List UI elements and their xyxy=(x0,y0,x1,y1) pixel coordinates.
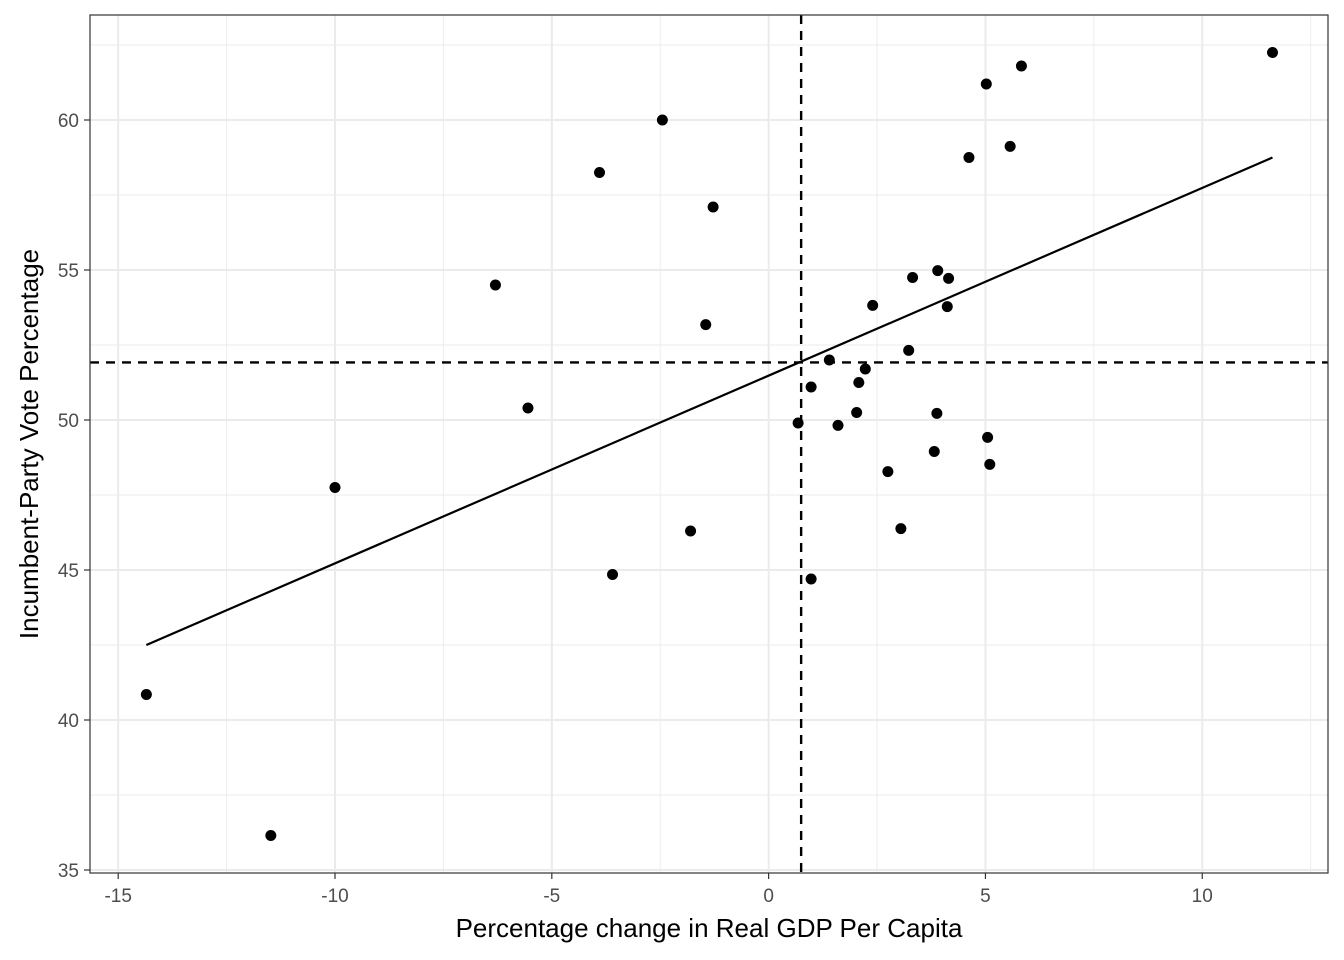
data-point xyxy=(853,377,865,388)
data-point xyxy=(707,201,719,213)
data-point xyxy=(903,344,915,356)
data-point xyxy=(700,319,712,331)
data-point xyxy=(265,830,277,841)
y-tick-label: 45 xyxy=(58,561,79,582)
data-point xyxy=(867,299,879,311)
y-tick-label: 60 xyxy=(58,111,79,132)
data-point xyxy=(943,272,955,284)
regression-line xyxy=(145,156,1273,647)
x-tick-label: -10 xyxy=(321,886,348,907)
data-point xyxy=(522,402,534,414)
data-point xyxy=(895,523,907,535)
data-point xyxy=(805,573,817,585)
axis-ticks: -15 -10 -5 0 5 10 35 40 45 50 55 60 xyxy=(58,111,1213,907)
y-tick-label: 35 xyxy=(58,861,79,882)
data-point xyxy=(931,407,943,419)
data-point xyxy=(594,167,606,178)
grid-lines xyxy=(90,15,1328,873)
data-points xyxy=(140,47,1278,841)
data-point xyxy=(907,272,919,283)
data-point xyxy=(928,446,940,457)
data-point xyxy=(1266,47,1278,58)
data-point xyxy=(832,419,844,431)
x-tick-label: 0 xyxy=(763,886,774,907)
fit-line-layer xyxy=(145,156,1273,647)
y-tick-label: 50 xyxy=(58,411,79,432)
y-axis-title: Incumbent-Party Vote Percentage xyxy=(14,249,44,639)
data-point xyxy=(823,354,835,366)
data-point xyxy=(982,431,994,443)
panel-border xyxy=(89,14,1329,874)
data-point xyxy=(851,407,863,418)
data-point xyxy=(882,466,894,478)
data-point xyxy=(489,279,501,291)
data-point xyxy=(932,265,944,277)
x-tick-label: -5 xyxy=(543,886,560,907)
data-point xyxy=(980,78,992,90)
x-tick-label: 5 xyxy=(980,886,991,907)
x-tick-label: 10 xyxy=(1192,886,1213,907)
data-point xyxy=(607,569,619,580)
x-axis-title: Percentage change in Real GDP Per Capita xyxy=(456,913,963,943)
data-point xyxy=(792,417,804,429)
data-point xyxy=(1004,140,1016,152)
data-point xyxy=(984,458,996,470)
data-point xyxy=(963,152,975,163)
data-point xyxy=(329,482,341,493)
data-point xyxy=(685,525,697,537)
data-point xyxy=(859,363,871,375)
y-tick-label: 55 xyxy=(58,261,79,282)
x-tick-label: -15 xyxy=(104,886,131,907)
reference-lines xyxy=(90,15,1328,873)
data-point xyxy=(140,689,152,700)
y-tick-label: 40 xyxy=(58,711,79,732)
data-point xyxy=(941,301,953,313)
data-point xyxy=(656,114,668,126)
data-point xyxy=(805,381,817,393)
data-point xyxy=(1015,60,1027,72)
